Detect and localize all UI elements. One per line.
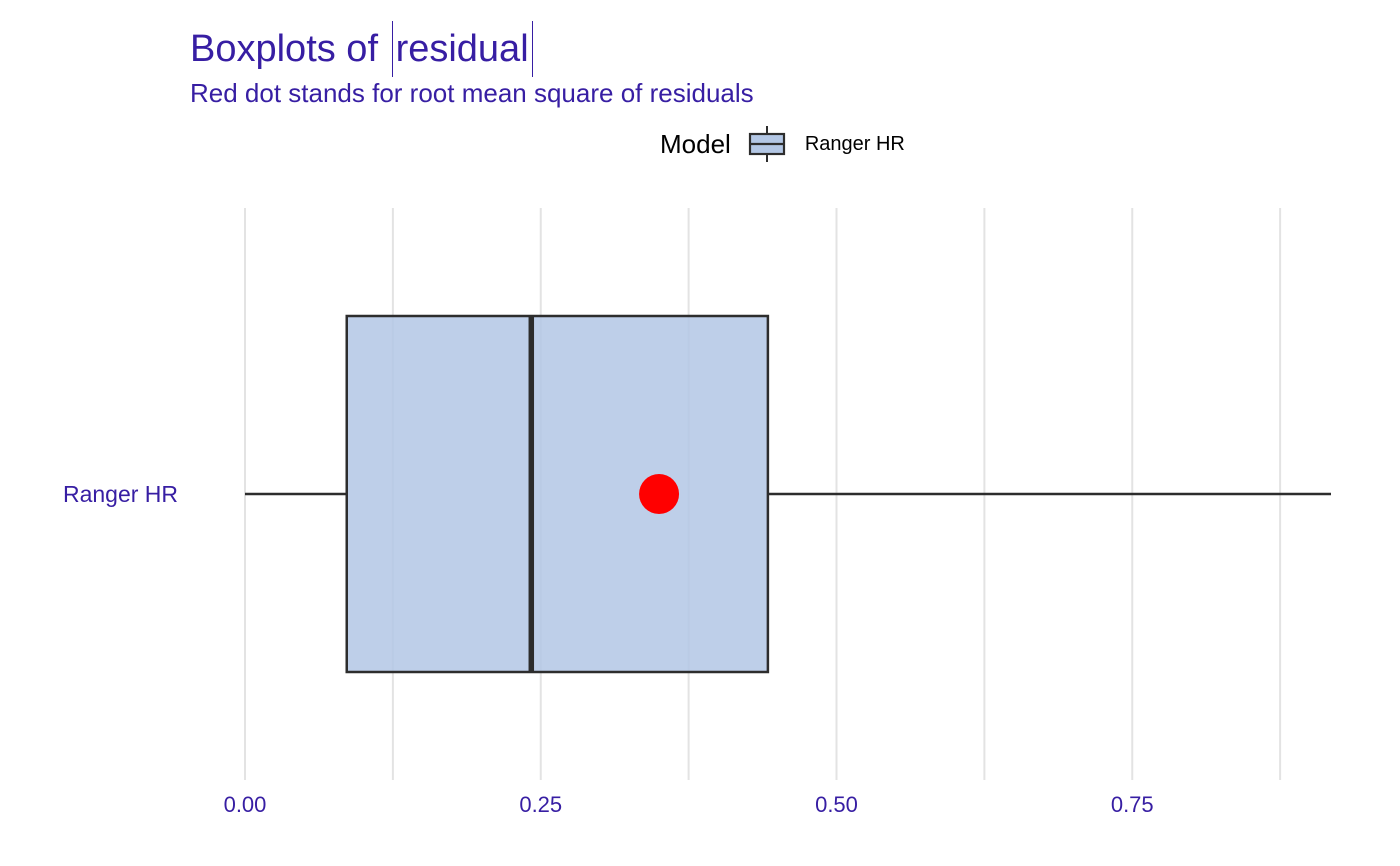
chart-title-prefix: Boxplots of xyxy=(190,27,389,70)
x-tick-label: 0.00 xyxy=(224,792,267,817)
legend: Model Ranger HR xyxy=(660,124,905,164)
legend-title: Model xyxy=(660,128,731,159)
chart-subtitle: Red dot stands for root mean square of r… xyxy=(190,78,754,108)
y-axis-category-label: Ranger HR xyxy=(63,481,178,507)
legend-label: Ranger HR xyxy=(804,132,905,155)
x-tick-label: 0.50 xyxy=(815,792,858,817)
abs-close-bar xyxy=(531,21,533,77)
rmse-dot xyxy=(639,474,680,514)
x-tick-label: 0.25 xyxy=(519,792,562,817)
box-iqr xyxy=(345,314,770,674)
x-tick-label: 0.75 xyxy=(1111,792,1154,817)
abs-open-bar xyxy=(391,21,393,77)
legend-key-boxplot-icon xyxy=(748,126,785,162)
chart-title: Boxplots of residual xyxy=(190,21,536,77)
chart-title-variable: residual xyxy=(395,27,529,70)
